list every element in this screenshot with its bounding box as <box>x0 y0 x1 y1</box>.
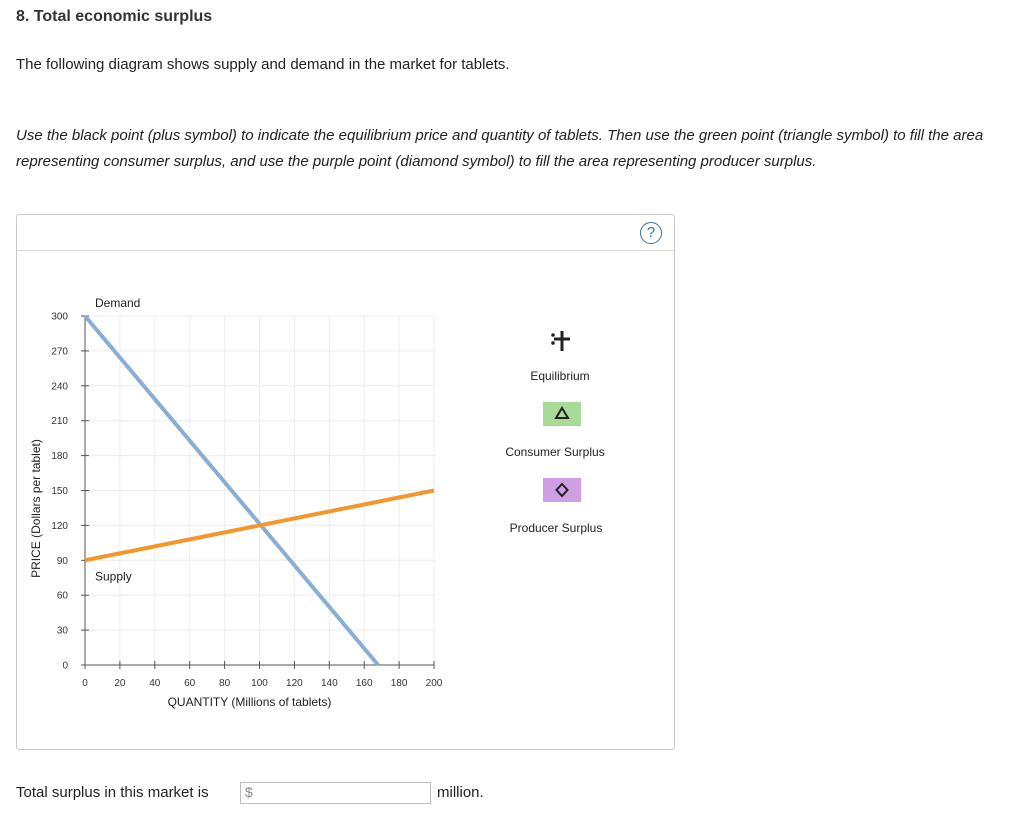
x-tick-label: 80 <box>219 678 231 689</box>
y-tick-label: 0 <box>62 661 68 672</box>
graph-panel: ? 0 20 40 60 80 100 120 140 160 180 200 0 30 60 90 120 1… <box>16 214 675 750</box>
total-surplus-input[interactable] <box>257 783 431 803</box>
diamond-icon <box>555 482 569 498</box>
demand-label: Demand <box>95 296 140 310</box>
y-tick-label: 210 <box>51 416 68 427</box>
x-tick-label: 40 <box>149 678 161 689</box>
y-tick-label: 270 <box>51 346 68 357</box>
x-tick-label: 200 <box>426 678 443 689</box>
equilibrium-label: Equilibrium <box>530 369 590 383</box>
producer-surplus-label: Producer Surplus <box>509 521 603 535</box>
producer-surplus-tool[interactable] <box>543 478 581 502</box>
currency-symbol: $ <box>245 784 253 800</box>
question-title: 8. Total economic surplus <box>16 8 213 25</box>
y-tick-label: 30 <box>57 626 69 637</box>
y-tick-label: 120 <box>51 521 68 532</box>
supply-label: Supply <box>95 569 132 583</box>
answer-unit: million. <box>437 784 484 801</box>
y-tick-label: 60 <box>57 591 69 602</box>
demand-curve <box>83 314 380 667</box>
question-instructions: Use the black point (plus symbol) to ind… <box>16 127 984 170</box>
plus-icon[interactable] <box>547 329 577 355</box>
x-tick-label: 100 <box>251 678 268 689</box>
x-tick-label: 140 <box>321 678 338 689</box>
x-tick-label: 20 <box>114 678 126 689</box>
axes <box>81 315 435 669</box>
x-tick-label: 160 <box>356 678 373 689</box>
axis-labels: 0 20 40 60 80 100 120 140 160 180 200 0 30 60 90 120 150… <box>29 296 443 709</box>
y-tick-label: 90 <box>57 556 69 567</box>
y-tick-label: 300 <box>51 312 68 323</box>
y-axis-title: PRICE (Dollars per tablet) <box>29 439 43 578</box>
supply-curve <box>84 488 435 563</box>
answer-field[interactable]: $ <box>240 782 431 804</box>
consumer-surplus-label: Consumer Surplus <box>505 445 605 459</box>
help-icon[interactable]: ? <box>640 222 662 244</box>
question-intro: The following diagram shows supply and d… <box>16 56 510 73</box>
x-axis-title: QUANTITY (Millions of tablets) <box>168 695 332 709</box>
supply-demand-graph[interactable]: 0 20 40 60 80 100 120 140 160 180 200 0 30 60 90 120 150… <box>17 215 674 749</box>
answer-prefix: Total surplus in this market is <box>16 784 209 801</box>
series-lines <box>83 314 435 667</box>
x-tick-label: 0 <box>82 678 88 689</box>
x-tick-label: 180 <box>391 678 408 689</box>
y-tick-label: 180 <box>51 451 68 462</box>
triangle-icon <box>554 406 570 419</box>
x-tick-label: 120 <box>286 678 303 689</box>
y-tick-label: 150 <box>51 486 68 497</box>
grid-lines <box>85 315 435 665</box>
y-tick-label: 240 <box>51 381 68 392</box>
x-tick-label: 60 <box>184 678 196 689</box>
consumer-surplus-tool[interactable] <box>543 402 581 426</box>
panel-toolbar-divider <box>17 250 674 251</box>
